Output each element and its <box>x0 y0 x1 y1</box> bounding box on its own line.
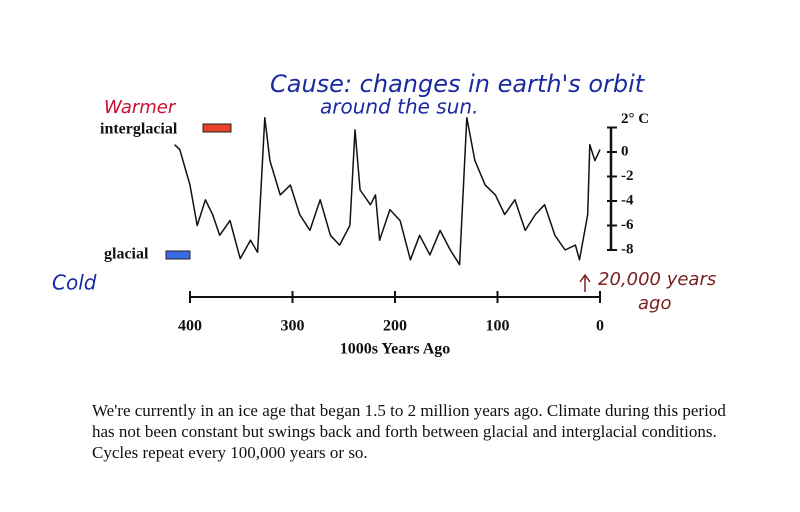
glacial-label: glacial <box>104 246 149 263</box>
caption: We're currently in an ice age that began… <box>92 401 726 462</box>
glacial-swatch <box>165 250 191 260</box>
arrow <box>579 273 591 292</box>
chart-subtitle: around the sun. <box>320 95 478 119</box>
y-tick-label: -8 <box>621 241 634 257</box>
x-tick-label: 300 <box>281 318 305 335</box>
y-tick-label: 2° C <box>621 111 649 127</box>
y-tick-label: -4 <box>621 192 634 208</box>
recent-label: 20,000 years <box>598 269 716 290</box>
y-tick-label: -2 <box>621 168 634 184</box>
warmer-label: Warmer <box>104 97 177 118</box>
x-tick-label: 0 <box>596 318 604 335</box>
x-axis-label: 1000s Years Ago <box>340 341 451 358</box>
x-tick-label: 200 <box>383 318 407 335</box>
y-tick-label: -6 <box>621 217 634 233</box>
chart-title: Cause: changes in earth's orbit <box>270 70 646 98</box>
cold-label: Cold <box>52 271 97 295</box>
y-tick-label: 0 <box>621 143 629 159</box>
recent-label: ago <box>638 293 671 314</box>
x-tick-label: 400 <box>178 318 202 335</box>
interglacial-label: interglacial <box>100 121 178 138</box>
temperature-line <box>174 116 601 266</box>
interglacial-swatch <box>202 123 232 133</box>
x-tick-label: 100 <box>486 318 510 335</box>
